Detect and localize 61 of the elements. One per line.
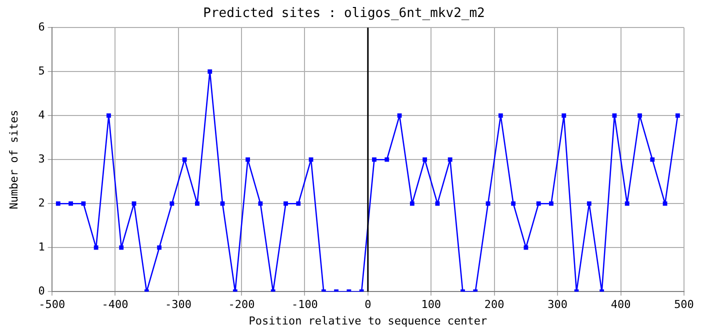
point: [195, 201, 200, 206]
point: [106, 113, 111, 118]
point: [624, 201, 630, 206]
point: [612, 113, 617, 118]
point: [650, 157, 655, 162]
point: [524, 245, 528, 250]
chart-title: Predicted sites : oligos_6nt_mkv2_m2: [203, 6, 485, 22]
x-tick-label: 400: [610, 298, 631, 312]
point: [511, 201, 516, 206]
x-tick-label: -500: [38, 298, 66, 312]
point: [308, 157, 314, 162]
point: [460, 289, 465, 292]
x-tick-label: 200: [484, 298, 504, 312]
point: [384, 157, 390, 162]
point: [397, 113, 402, 118]
point: [498, 113, 503, 118]
y-tick-label: 2: [38, 196, 45, 210]
point: [208, 69, 212, 74]
x-tick-label: 300: [548, 298, 568, 312]
point: [132, 201, 136, 206]
point: [170, 201, 174, 206]
x-tick-label: -100: [291, 298, 318, 312]
point: [68, 201, 73, 206]
point: [586, 201, 592, 206]
point: [422, 157, 428, 162]
y-tick-label: 5: [38, 64, 45, 78]
point: [296, 201, 301, 206]
point: [675, 113, 680, 118]
point: [448, 157, 452, 162]
y-tick-label: 4: [38, 108, 46, 122]
x-tick-label: 100: [421, 298, 442, 312]
point: [662, 201, 668, 206]
point: [435, 201, 440, 206]
point: [157, 245, 162, 250]
y-tick-label: 1: [38, 240, 45, 254]
point: [284, 201, 288, 206]
x-tick-label: 0: [364, 298, 372, 312]
point: [94, 245, 98, 250]
point: [372, 157, 376, 162]
y-tick-label: 3: [38, 152, 45, 166]
point: [246, 157, 250, 162]
point: [182, 157, 187, 162]
point: [119, 245, 124, 250]
point: [56, 201, 60, 206]
x-tick-label: -200: [228, 298, 255, 312]
y-tick-label: 6: [38, 20, 45, 34]
x-tick-label: 500: [674, 298, 694, 312]
x-axis-title: Position relative to sequence center: [248, 314, 488, 328]
point: [562, 113, 566, 118]
point: [549, 201, 554, 206]
point: [81, 201, 86, 206]
point: [410, 201, 414, 206]
point: [258, 201, 263, 206]
x-tick-label: -300: [165, 298, 192, 312]
point: [486, 201, 490, 206]
y-tick-label: 0: [38, 284, 45, 298]
point: [220, 201, 225, 206]
point: [638, 113, 642, 118]
x-tick-label: -400: [102, 298, 128, 312]
point: [536, 201, 541, 206]
y-axis-title: Number of sites: [7, 110, 20, 210]
